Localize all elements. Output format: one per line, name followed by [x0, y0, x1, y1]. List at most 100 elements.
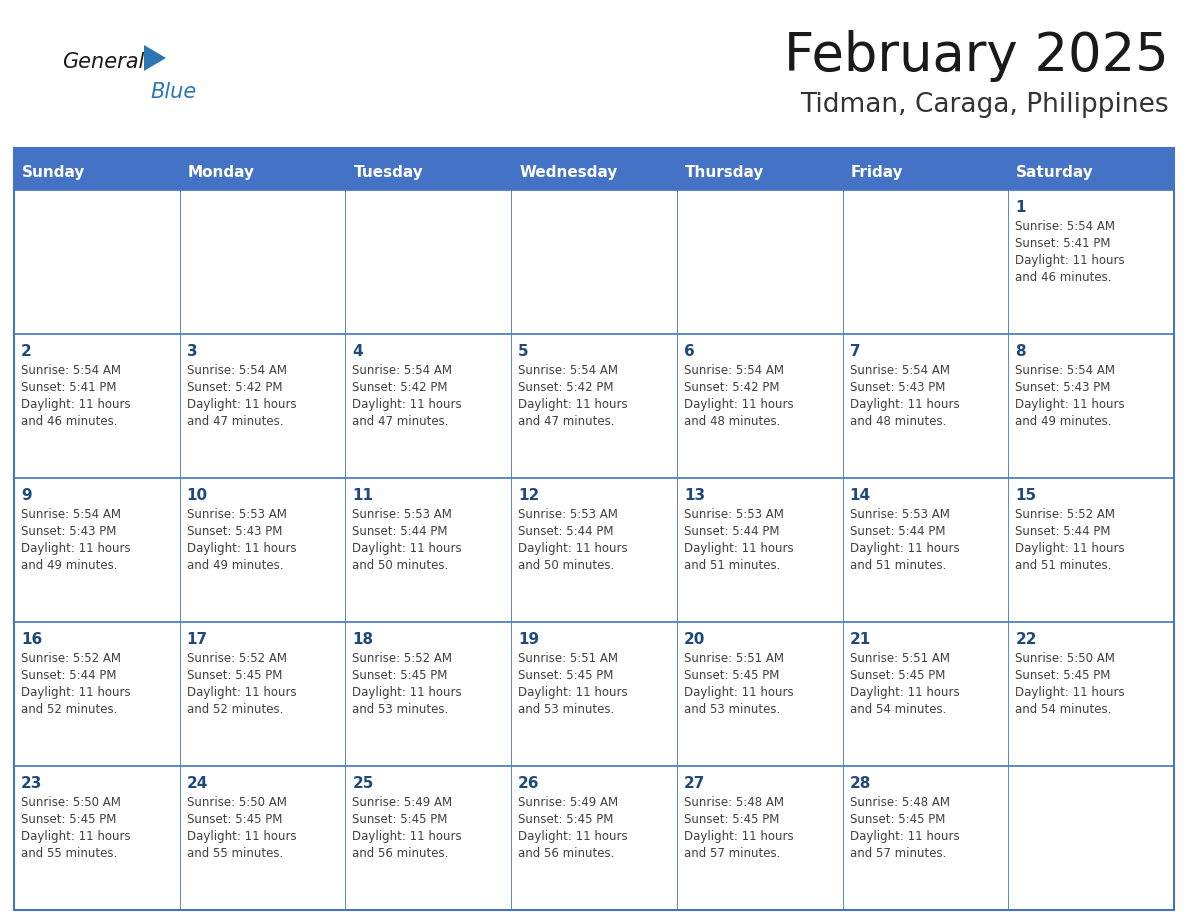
- Text: Daylight: 11 hours: Daylight: 11 hours: [187, 398, 296, 411]
- Text: Sunset: 5:42 PM: Sunset: 5:42 PM: [353, 381, 448, 394]
- Bar: [14, 154, 179, 190]
- Text: and 47 minutes.: and 47 minutes.: [187, 415, 283, 428]
- Text: Daylight: 11 hours: Daylight: 11 hours: [849, 686, 959, 699]
- Text: Sunrise: 5:53 AM: Sunrise: 5:53 AM: [187, 508, 286, 521]
- Text: Sunset: 5:45 PM: Sunset: 5:45 PM: [187, 669, 282, 682]
- Polygon shape: [144, 45, 166, 71]
- Text: and 46 minutes.: and 46 minutes.: [21, 415, 118, 428]
- Text: Sunrise: 5:48 AM: Sunrise: 5:48 AM: [849, 796, 949, 809]
- Text: Daylight: 11 hours: Daylight: 11 hours: [684, 686, 794, 699]
- Text: 24: 24: [187, 776, 208, 791]
- Text: 28: 28: [849, 776, 871, 791]
- Text: Sunset: 5:43 PM: Sunset: 5:43 PM: [187, 525, 282, 538]
- Text: Blue: Blue: [150, 82, 196, 102]
- Text: 19: 19: [518, 632, 539, 647]
- Text: Tuesday: Tuesday: [353, 164, 423, 180]
- Text: Friday: Friday: [851, 164, 903, 180]
- Bar: [842, 154, 1009, 190]
- Text: Sunset: 5:45 PM: Sunset: 5:45 PM: [684, 813, 779, 826]
- Text: 10: 10: [187, 488, 208, 503]
- Text: Sunset: 5:45 PM: Sunset: 5:45 PM: [849, 813, 944, 826]
- Text: and 53 minutes.: and 53 minutes.: [684, 703, 781, 716]
- Text: General: General: [62, 52, 144, 72]
- Text: 9: 9: [21, 488, 32, 503]
- Bar: [14, 148, 1174, 910]
- Text: Daylight: 11 hours: Daylight: 11 hours: [849, 830, 959, 843]
- Text: Daylight: 11 hours: Daylight: 11 hours: [849, 542, 959, 555]
- Text: Sunrise: 5:52 AM: Sunrise: 5:52 AM: [1016, 508, 1116, 521]
- Text: and 46 minutes.: and 46 minutes.: [1016, 271, 1112, 284]
- Text: 14: 14: [849, 488, 871, 503]
- Text: Daylight: 11 hours: Daylight: 11 hours: [353, 830, 462, 843]
- Text: Sunrise: 5:49 AM: Sunrise: 5:49 AM: [518, 796, 618, 809]
- Text: Sunrise: 5:52 AM: Sunrise: 5:52 AM: [21, 652, 121, 665]
- Text: Daylight: 11 hours: Daylight: 11 hours: [187, 542, 296, 555]
- Text: Sunrise: 5:54 AM: Sunrise: 5:54 AM: [1016, 220, 1116, 233]
- Text: Sunrise: 5:52 AM: Sunrise: 5:52 AM: [353, 652, 453, 665]
- Text: 2: 2: [21, 344, 32, 359]
- Text: Sunrise: 5:54 AM: Sunrise: 5:54 AM: [187, 364, 286, 377]
- Text: 20: 20: [684, 632, 706, 647]
- Text: Sunset: 5:44 PM: Sunset: 5:44 PM: [1016, 525, 1111, 538]
- Text: Sunrise: 5:50 AM: Sunrise: 5:50 AM: [21, 796, 121, 809]
- Text: Sunrise: 5:48 AM: Sunrise: 5:48 AM: [684, 796, 784, 809]
- Text: Sunset: 5:41 PM: Sunset: 5:41 PM: [21, 381, 116, 394]
- Text: and 55 minutes.: and 55 minutes.: [21, 847, 118, 860]
- Text: Wednesday: Wednesday: [519, 164, 618, 180]
- Text: 16: 16: [21, 632, 43, 647]
- Text: Daylight: 11 hours: Daylight: 11 hours: [21, 542, 131, 555]
- Text: 17: 17: [187, 632, 208, 647]
- Text: Sunrise: 5:54 AM: Sunrise: 5:54 AM: [684, 364, 784, 377]
- Text: Daylight: 11 hours: Daylight: 11 hours: [21, 398, 131, 411]
- Text: Sunset: 5:45 PM: Sunset: 5:45 PM: [187, 813, 282, 826]
- Text: Sunrise: 5:49 AM: Sunrise: 5:49 AM: [353, 796, 453, 809]
- Text: February 2025: February 2025: [784, 30, 1169, 82]
- Text: Sunday: Sunday: [23, 164, 86, 180]
- Text: Daylight: 11 hours: Daylight: 11 hours: [21, 830, 131, 843]
- Text: Sunset: 5:45 PM: Sunset: 5:45 PM: [518, 813, 613, 826]
- Text: Sunrise: 5:53 AM: Sunrise: 5:53 AM: [849, 508, 949, 521]
- Text: Sunset: 5:44 PM: Sunset: 5:44 PM: [849, 525, 946, 538]
- Text: 5: 5: [518, 344, 529, 359]
- Text: Sunrise: 5:54 AM: Sunrise: 5:54 AM: [21, 364, 121, 377]
- Text: Daylight: 11 hours: Daylight: 11 hours: [684, 542, 794, 555]
- Text: Daylight: 11 hours: Daylight: 11 hours: [518, 542, 627, 555]
- Text: and 49 minutes.: and 49 minutes.: [187, 559, 283, 572]
- Text: 12: 12: [518, 488, 539, 503]
- Text: 15: 15: [1016, 488, 1036, 503]
- Text: Sunrise: 5:53 AM: Sunrise: 5:53 AM: [353, 508, 453, 521]
- Bar: [346, 154, 511, 190]
- Text: and 56 minutes.: and 56 minutes.: [518, 847, 614, 860]
- Text: and 53 minutes.: and 53 minutes.: [353, 703, 449, 716]
- Text: and 51 minutes.: and 51 minutes.: [849, 559, 946, 572]
- Text: Saturday: Saturday: [1016, 164, 1094, 180]
- Text: and 57 minutes.: and 57 minutes.: [684, 847, 781, 860]
- Text: and 49 minutes.: and 49 minutes.: [21, 559, 118, 572]
- Text: Sunset: 5:43 PM: Sunset: 5:43 PM: [1016, 381, 1111, 394]
- Text: and 48 minutes.: and 48 minutes.: [849, 415, 946, 428]
- Text: and 53 minutes.: and 53 minutes.: [518, 703, 614, 716]
- Text: Daylight: 11 hours: Daylight: 11 hours: [684, 398, 794, 411]
- Text: Daylight: 11 hours: Daylight: 11 hours: [1016, 542, 1125, 555]
- Text: Daylight: 11 hours: Daylight: 11 hours: [187, 686, 296, 699]
- Text: Sunset: 5:43 PM: Sunset: 5:43 PM: [849, 381, 944, 394]
- Text: and 51 minutes.: and 51 minutes.: [684, 559, 781, 572]
- Text: and 49 minutes.: and 49 minutes.: [1016, 415, 1112, 428]
- Text: and 48 minutes.: and 48 minutes.: [684, 415, 781, 428]
- Text: Sunrise: 5:51 AM: Sunrise: 5:51 AM: [684, 652, 784, 665]
- Text: Daylight: 11 hours: Daylight: 11 hours: [518, 398, 627, 411]
- Text: Thursday: Thursday: [684, 164, 764, 180]
- Text: Sunrise: 5:54 AM: Sunrise: 5:54 AM: [1016, 364, 1116, 377]
- Text: and 52 minutes.: and 52 minutes.: [187, 703, 283, 716]
- Text: Sunset: 5:45 PM: Sunset: 5:45 PM: [353, 813, 448, 826]
- Text: Daylight: 11 hours: Daylight: 11 hours: [353, 686, 462, 699]
- Text: and 57 minutes.: and 57 minutes.: [849, 847, 946, 860]
- Text: Sunset: 5:44 PM: Sunset: 5:44 PM: [518, 525, 614, 538]
- Text: 6: 6: [684, 344, 695, 359]
- Text: Sunrise: 5:54 AM: Sunrise: 5:54 AM: [21, 508, 121, 521]
- Text: Sunset: 5:42 PM: Sunset: 5:42 PM: [518, 381, 614, 394]
- Text: 25: 25: [353, 776, 374, 791]
- Text: Daylight: 11 hours: Daylight: 11 hours: [518, 830, 627, 843]
- Text: Sunrise: 5:51 AM: Sunrise: 5:51 AM: [518, 652, 618, 665]
- Text: 18: 18: [353, 632, 373, 647]
